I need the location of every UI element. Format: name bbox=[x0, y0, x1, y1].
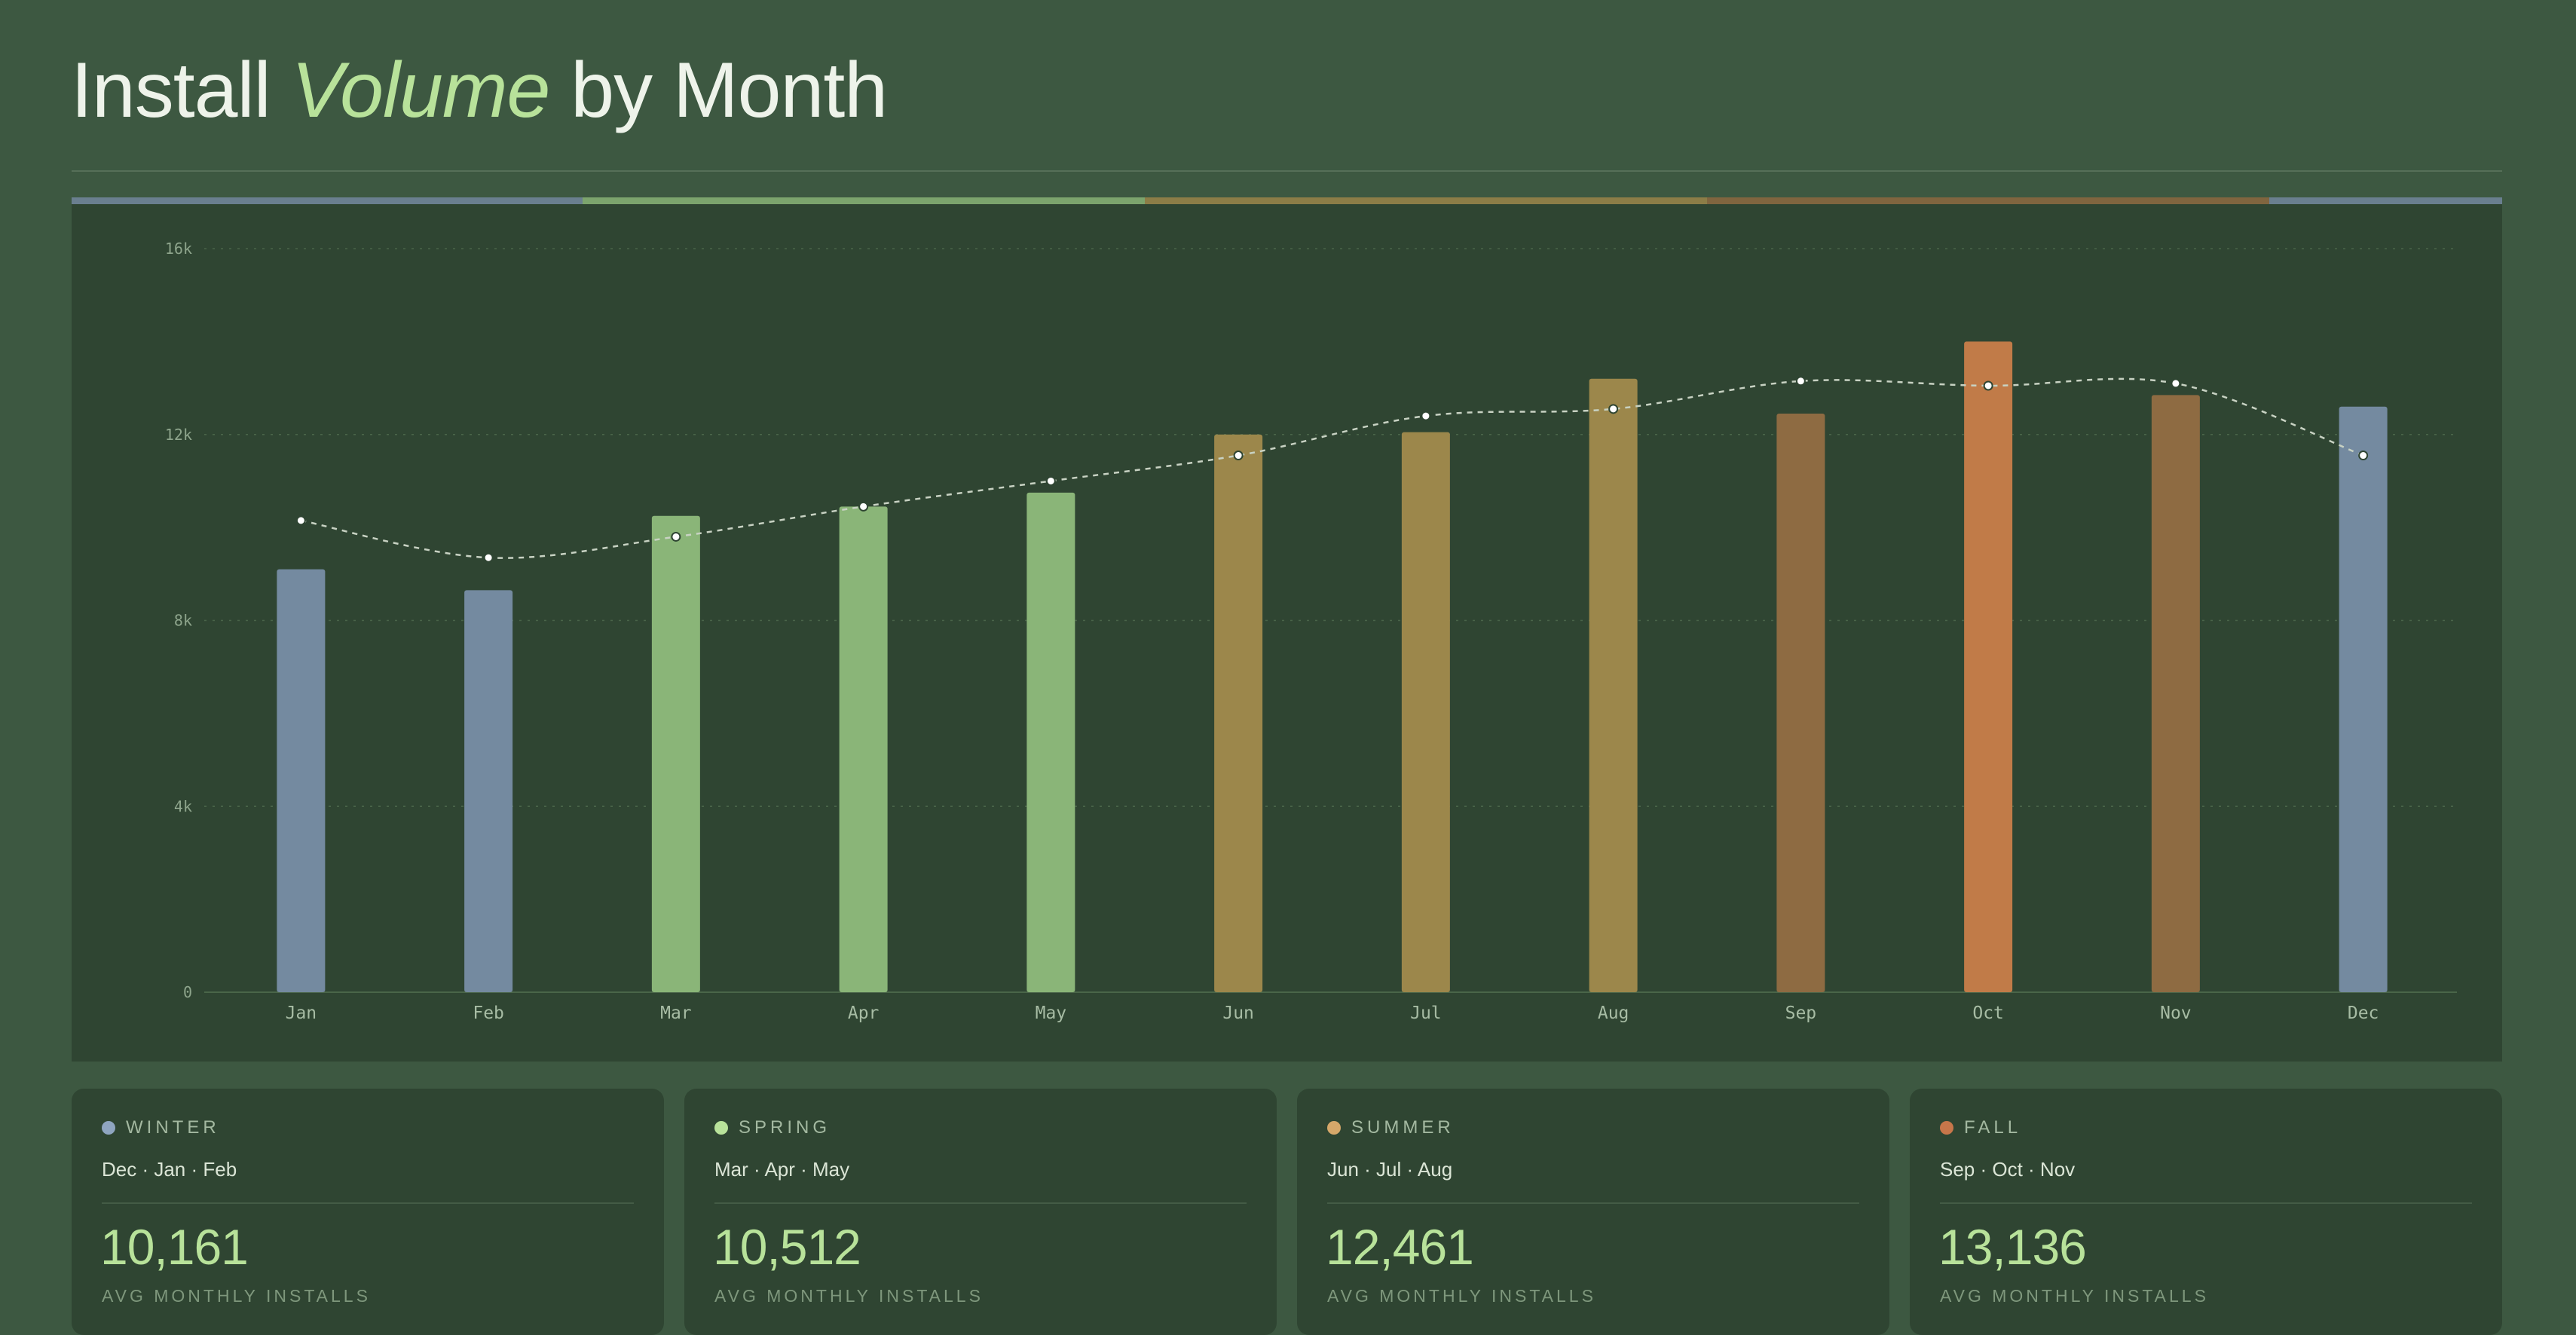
bar-nov bbox=[2151, 395, 2200, 992]
trend-point-sep bbox=[1795, 376, 1806, 386]
season-months: Mar · Apr · May bbox=[714, 1158, 850, 1181]
y-tick-label: 12k bbox=[165, 426, 192, 444]
season-card-spring: SPRING Mar · Apr · May 10,512 AVG MONTHLY I… bbox=[684, 1089, 1277, 1335]
chart-panel: 0 4k 8k 12k 16k Jan Feb Mar Apr May Jun Jul Aug Sep Oc… bbox=[72, 197, 2502, 1062]
bar-sep bbox=[1776, 413, 1825, 992]
card-divider bbox=[714, 1202, 1247, 1204]
trend-point-mar bbox=[671, 531, 681, 542]
season-name: WINTER bbox=[126, 1117, 220, 1138]
season-average-caption: AVG MONTHLY INSTALLS bbox=[1327, 1286, 1596, 1306]
x-tick-label: Mar bbox=[660, 1004, 692, 1023]
card-header: FALL bbox=[1940, 1117, 2021, 1138]
trend-point-aug bbox=[1608, 404, 1619, 414]
bar-aug bbox=[1589, 378, 1638, 993]
season-strip-segment bbox=[2269, 197, 2502, 204]
card-header: SUMMER bbox=[1327, 1117, 1455, 1138]
card-divider bbox=[102, 1202, 634, 1204]
x-tick-label: Apr bbox=[848, 1004, 880, 1023]
trend-point-jan bbox=[295, 515, 306, 526]
season-card-winter: WINTER Dec · Jan · Feb 10,161 AVG MONTHLY I… bbox=[72, 1089, 664, 1335]
bar-jul bbox=[1401, 432, 1450, 992]
card-header: SPRING bbox=[714, 1117, 831, 1138]
season-dot-icon bbox=[1327, 1121, 1341, 1135]
season-strip-segment bbox=[72, 197, 583, 204]
season-name: SPRING bbox=[739, 1117, 831, 1138]
trend-point-oct bbox=[1983, 380, 1993, 391]
card-header: WINTER bbox=[102, 1117, 220, 1138]
y-tick-label: 16k bbox=[165, 240, 192, 258]
trend-point-dec bbox=[2358, 451, 2369, 461]
trend-point-apr bbox=[858, 501, 869, 512]
season-average-caption: AVG MONTHLY INSTALLS bbox=[714, 1286, 984, 1306]
x-tick-label: Dec bbox=[2348, 1004, 2379, 1023]
season-months: Jun · Jul · Aug bbox=[1327, 1158, 1453, 1181]
season-cards: WINTER Dec · Jan · Feb 10,161 AVG MONTHLY I… bbox=[72, 1089, 2502, 1335]
season-strip-segment bbox=[1144, 197, 1707, 204]
x-tick-label: Jan bbox=[286, 1004, 317, 1023]
title-pre: Install bbox=[71, 47, 271, 134]
y-tick-label: 0 bbox=[183, 983, 192, 1001]
season-dot-icon bbox=[1940, 1121, 1953, 1135]
y-tick-label: 4k bbox=[174, 797, 192, 815]
season-strip bbox=[72, 197, 2502, 204]
x-tick-label: Oct bbox=[1972, 1004, 2004, 1023]
bar-dec bbox=[2339, 406, 2388, 992]
bar-feb bbox=[464, 590, 513, 992]
title-accent: Volume bbox=[291, 47, 551, 134]
season-average-value: 10,161 bbox=[100, 1219, 249, 1275]
season-average-value: 10,512 bbox=[713, 1219, 861, 1275]
season-months: Dec · Jan · Feb bbox=[102, 1158, 237, 1181]
card-divider bbox=[1940, 1202, 2472, 1204]
page-title: Install Volume by Month bbox=[71, 44, 888, 138]
season-average-value: 12,461 bbox=[1326, 1219, 1474, 1275]
chart: 0 4k 8k 12k 16k Jan Feb Mar Apr May Jun Jul Aug Sep Oc… bbox=[165, 240, 2457, 1023]
season-strip-segment bbox=[1707, 197, 2270, 204]
season-strip-segment bbox=[582, 197, 1145, 204]
season-average-caption: AVG MONTHLY INSTALLS bbox=[102, 1286, 371, 1306]
trend-point-jul bbox=[1421, 411, 1431, 421]
bar-may bbox=[1026, 492, 1075, 992]
season-dot-icon bbox=[714, 1121, 728, 1135]
trend-line bbox=[301, 377, 2364, 559]
x-tick-label: Sep bbox=[1785, 1004, 1817, 1023]
trend-point-may bbox=[1045, 475, 1056, 486]
x-tick-label: Jul bbox=[1410, 1004, 1442, 1023]
trend-point-nov bbox=[2171, 378, 2181, 389]
season-months: Sep · Oct · Nov bbox=[1940, 1158, 2076, 1181]
bar-mar bbox=[651, 515, 700, 992]
season-name: SUMMER bbox=[1351, 1117, 1455, 1138]
season-average-value: 13,136 bbox=[1938, 1219, 2087, 1275]
bar-jun bbox=[1214, 434, 1263, 992]
y-tick-label: 8k bbox=[174, 612, 192, 630]
trend-point-jun bbox=[1233, 451, 1244, 461]
season-name: FALL bbox=[1964, 1117, 2022, 1138]
title-post: by Month bbox=[571, 47, 888, 134]
x-tick-label: Nov bbox=[2160, 1004, 2192, 1023]
bar-apr bbox=[839, 506, 888, 992]
bar-jan bbox=[277, 569, 326, 992]
season-card-summer: SUMMER Jun · Jul · Aug 12,461 AVG MONTHLY I… bbox=[1297, 1089, 1889, 1335]
x-tick-label: May bbox=[1036, 1004, 1067, 1023]
trend-point-feb bbox=[483, 552, 494, 563]
title-divider bbox=[72, 170, 2502, 172]
x-tick-label: Feb bbox=[473, 1004, 504, 1023]
x-tick-label: Aug bbox=[1598, 1004, 1629, 1023]
x-tick-label: Jun bbox=[1222, 1004, 1254, 1023]
season-card-fall: FALL Sep · Oct · Nov 13,136 AVG MONTHLY INS… bbox=[1910, 1089, 2502, 1335]
season-dot-icon bbox=[102, 1121, 115, 1135]
season-average-caption: AVG MONTHLY INSTALLS bbox=[1940, 1286, 2209, 1306]
card-divider bbox=[1327, 1202, 1859, 1204]
bar-oct bbox=[1964, 341, 2013, 992]
